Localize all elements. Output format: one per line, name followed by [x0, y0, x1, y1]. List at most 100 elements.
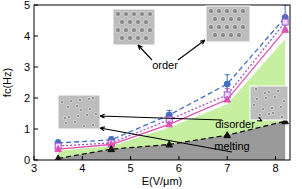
particle	[236, 32, 241, 37]
particle	[208, 8, 213, 13]
particle	[76, 114, 79, 117]
particle	[220, 32, 225, 37]
y-tick	[34, 129, 38, 130]
x-tick	[178, 156, 179, 160]
frame	[34, 5, 290, 160]
particle	[267, 112, 270, 115]
particle	[216, 24, 221, 29]
chart: 345678012345E(V/μm)fc(Hz)orderdisorderme…	[0, 0, 302, 189]
marker	[224, 96, 231, 102]
x-tick	[130, 156, 131, 160]
marker	[224, 81, 230, 87]
inset-frame	[113, 9, 155, 45]
particle	[263, 91, 266, 94]
y-tick	[34, 5, 38, 6]
marker	[224, 132, 231, 138]
particle	[69, 99, 72, 102]
particle	[67, 115, 70, 118]
inset-image	[113, 9, 155, 45]
arrow	[138, 45, 152, 60]
particle	[127, 35, 132, 40]
particle	[91, 96, 94, 99]
particle	[224, 24, 229, 29]
inset-frame	[58, 95, 100, 129]
x-tick	[82, 156, 83, 160]
particle	[131, 11, 136, 16]
particle	[228, 32, 233, 37]
y-tick	[34, 67, 38, 68]
inset-frame	[250, 86, 288, 120]
y-tick	[34, 36, 38, 37]
particle	[270, 106, 273, 109]
particle	[119, 19, 124, 24]
x-tick-label: 6	[176, 162, 182, 174]
particle	[255, 97, 258, 100]
inset-image	[250, 86, 288, 120]
marker	[108, 146, 115, 152]
particle	[271, 111, 274, 114]
particle	[127, 19, 132, 24]
particle	[88, 107, 91, 110]
particle	[258, 113, 261, 116]
inset-image	[58, 95, 100, 129]
y-tick-label: 2	[24, 92, 30, 104]
particle	[135, 35, 140, 40]
y-axis-label: fc(Hz)	[1, 68, 13, 97]
particle	[228, 16, 233, 21]
x-tick-label: 7	[224, 162, 230, 174]
x-tick-label: 5	[128, 162, 134, 174]
particle	[94, 112, 97, 115]
particle	[131, 27, 136, 32]
particle	[91, 123, 94, 126]
y-tick-label: 1	[24, 123, 30, 135]
particle	[143, 19, 148, 24]
particle	[240, 24, 245, 29]
y-tick-label: 3	[24, 61, 30, 73]
arrow	[257, 117, 262, 121]
particle	[252, 103, 255, 106]
particle	[139, 11, 144, 16]
particle	[147, 11, 152, 16]
y-tick	[34, 98, 38, 99]
particle	[282, 99, 285, 102]
particle	[224, 8, 229, 13]
particle	[78, 98, 81, 101]
marker	[166, 121, 173, 127]
particle	[123, 27, 128, 32]
particle	[236, 16, 241, 21]
particle	[208, 24, 213, 29]
particle	[254, 87, 257, 90]
line	[58, 22, 285, 146]
x-tick-label: 4	[79, 162, 85, 174]
particle	[261, 107, 264, 110]
particle	[79, 108, 82, 111]
error-bar	[225, 89, 230, 101]
x-tick	[227, 156, 228, 160]
particle	[115, 27, 120, 32]
marker	[282, 19, 288, 25]
x-tick-label: 3	[31, 162, 37, 174]
x-axis-label: E(V/μm)	[142, 175, 183, 187]
particle	[273, 95, 276, 98]
particle	[212, 16, 217, 21]
particle	[82, 124, 85, 127]
plot-area	[55, 5, 289, 160]
particle	[60, 100, 63, 103]
x-tick	[275, 156, 276, 160]
inset-image	[206, 6, 250, 42]
arrow	[100, 114, 222, 120]
inset-frame	[206, 6, 250, 42]
particle	[264, 96, 267, 99]
particle	[232, 24, 237, 29]
marker	[282, 26, 289, 32]
particle	[115, 11, 120, 16]
y-tick-label: 4	[24, 30, 30, 42]
particle	[63, 116, 66, 119]
marker	[166, 141, 173, 147]
particle	[123, 11, 128, 16]
particle	[147, 27, 152, 32]
arrow	[100, 127, 232, 152]
particle	[280, 115, 283, 118]
annotation: melting	[214, 140, 249, 152]
arrow	[178, 40, 205, 60]
